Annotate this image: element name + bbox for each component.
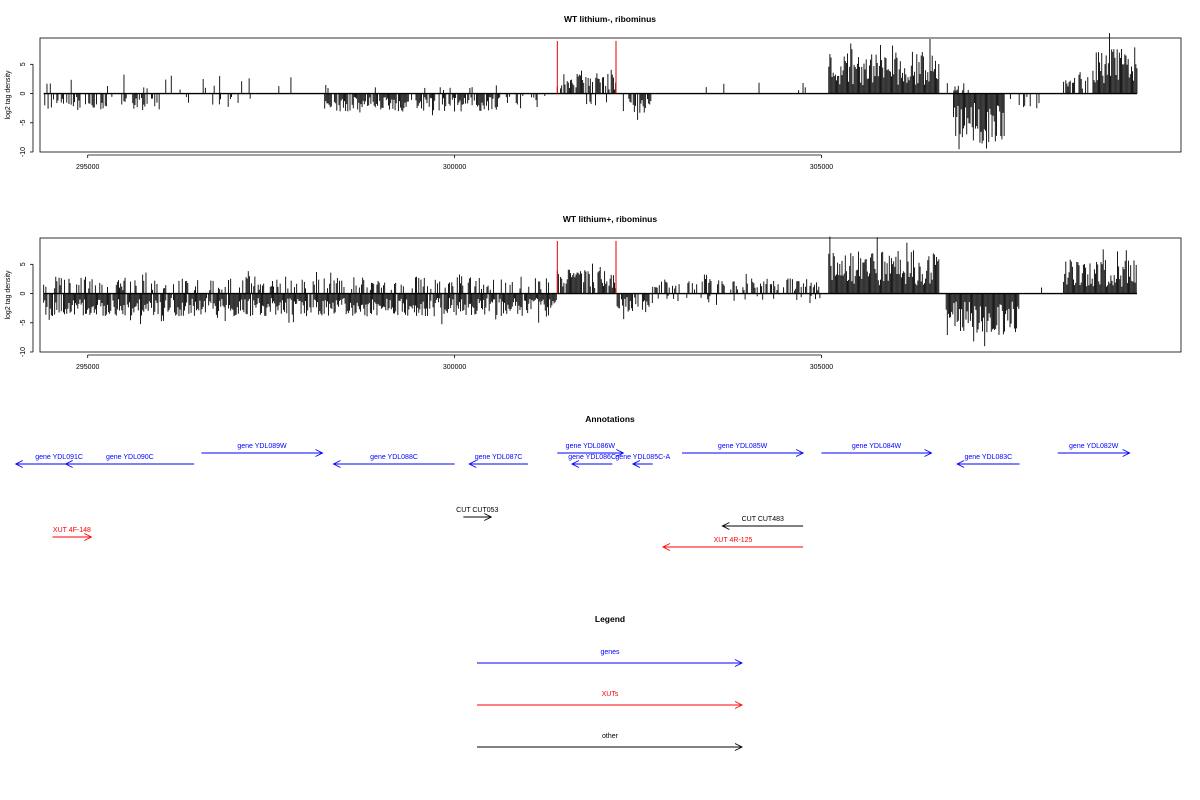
feature-label: gene YDL089W	[237, 443, 287, 450]
feature-other: CUT CUT053	[456, 507, 499, 521]
feature-gene: gene YDL086C	[568, 454, 616, 468]
red-marker-lines	[556, 40, 617, 94]
legend-items: genes XUTs other	[477, 649, 744, 751]
x-tick-label: 305000	[810, 364, 833, 371]
feature-label: gene YDL084W	[852, 443, 902, 450]
feature-label: gene YDL088C	[370, 454, 418, 461]
y-tick-label: 5	[20, 262, 27, 266]
feature-label: gene YDL082W	[1069, 443, 1119, 450]
panel-title: WT lithium+, ribominus	[563, 214, 657, 224]
y-tick-label: 5	[20, 62, 27, 66]
feature-label: gene YDL091C	[35, 454, 83, 461]
x-tick-label: 305000	[810, 164, 833, 171]
feature-label: gene YDL083C	[965, 454, 1013, 461]
plot-frame	[39, 37, 1182, 153]
feature-label: gene YDL086C	[568, 454, 616, 461]
x-tick-label: 295000	[76, 364, 99, 371]
legend-title: Legend	[595, 614, 625, 624]
x-axis: 295000 300000 305000	[76, 354, 833, 371]
red-marker-lines	[556, 240, 617, 294]
x-tick-label: 300000	[443, 164, 466, 171]
feature-gene: gene YDL088C	[332, 454, 455, 468]
y-axis-label: log2 tag density	[5, 70, 12, 120]
feature-other: CUT CUT483	[721, 516, 804, 530]
y-tick-label: 0	[20, 91, 27, 95]
feature-gene: gene YDL085C-A	[615, 454, 670, 468]
legend-item: genes	[477, 649, 744, 667]
feature-gene: gene YDL083C	[956, 454, 1020, 468]
density-bars	[43, 236, 1137, 347]
plot-frame	[39, 237, 1182, 353]
y-axis-label: log2 tag density	[5, 270, 12, 320]
feature-label: gene YDL087C	[475, 454, 523, 461]
feature-gene: gene YDL090C	[64, 454, 195, 468]
annotations-title: Annotations	[585, 414, 635, 424]
feature-gene: gene YDL089W	[201, 443, 324, 457]
legend-label: genes	[600, 649, 620, 656]
feature-xut: XUT 4F-148	[52, 527, 93, 541]
track-panel-lithium-plus: WT lithium+, ribominus log2 tag density …	[5, 214, 1182, 371]
feature-gene: gene YDL086W	[557, 443, 625, 457]
panel-title: WT lithium-, ribominus	[564, 14, 656, 24]
x-tick-label: 300000	[443, 364, 466, 371]
legend-label: XUTs	[602, 691, 619, 698]
feature-gene: gene YDL085W	[682, 443, 805, 457]
density-bars	[43, 33, 1138, 150]
feature-label: gene YDL085C-A	[615, 454, 670, 461]
feature-label: gene YDL086W	[566, 443, 616, 450]
feature-label: CUT CUT053	[456, 507, 498, 514]
y-tick-label: -5	[20, 320, 27, 326]
feature-xut: XUT 4R-125	[661, 537, 804, 551]
feature-label: XUT 4R-125	[714, 537, 753, 544]
y-tick-label: 0	[20, 291, 27, 295]
feature-gene: gene YDL084W	[821, 443, 933, 457]
y-axis: -10 -5 0 5	[20, 262, 34, 357]
feature-arrows: gene YDL091C gene YDL090C gene YDL089W gene…	[14, 443, 1131, 551]
y-tick-label: -10	[20, 347, 27, 357]
legend: Legend genes XUTs other	[477, 614, 744, 751]
legend-item: other	[477, 733, 744, 751]
track-panel-lithium-minus: WT lithium-, ribominus log2 tag density …	[5, 14, 1182, 171]
feature-gene: gene YDL082W	[1057, 443, 1131, 457]
feature-gene: gene YDL091C	[14, 454, 103, 468]
feature-label: CUT CUT483	[742, 516, 784, 523]
feature-label: XUT 4F-148	[53, 527, 91, 534]
y-tick-label: -5	[20, 120, 27, 126]
y-axis: -10 -5 0 5	[20, 62, 34, 157]
legend-item: XUTs	[477, 691, 744, 709]
feature-label: gene YDL090C	[106, 454, 154, 461]
feature-gene: gene YDL087C	[468, 454, 528, 468]
x-tick-label: 295000	[76, 164, 99, 171]
legend-label: other	[602, 733, 619, 740]
feature-label: gene YDL085W	[718, 443, 768, 450]
y-tick-label: -10	[20, 147, 27, 157]
annotations-section: Annotations gene YDL091C gene YDL090Cgene…	[14, 414, 1131, 551]
x-axis: 295000 300000 305000	[76, 154, 833, 171]
